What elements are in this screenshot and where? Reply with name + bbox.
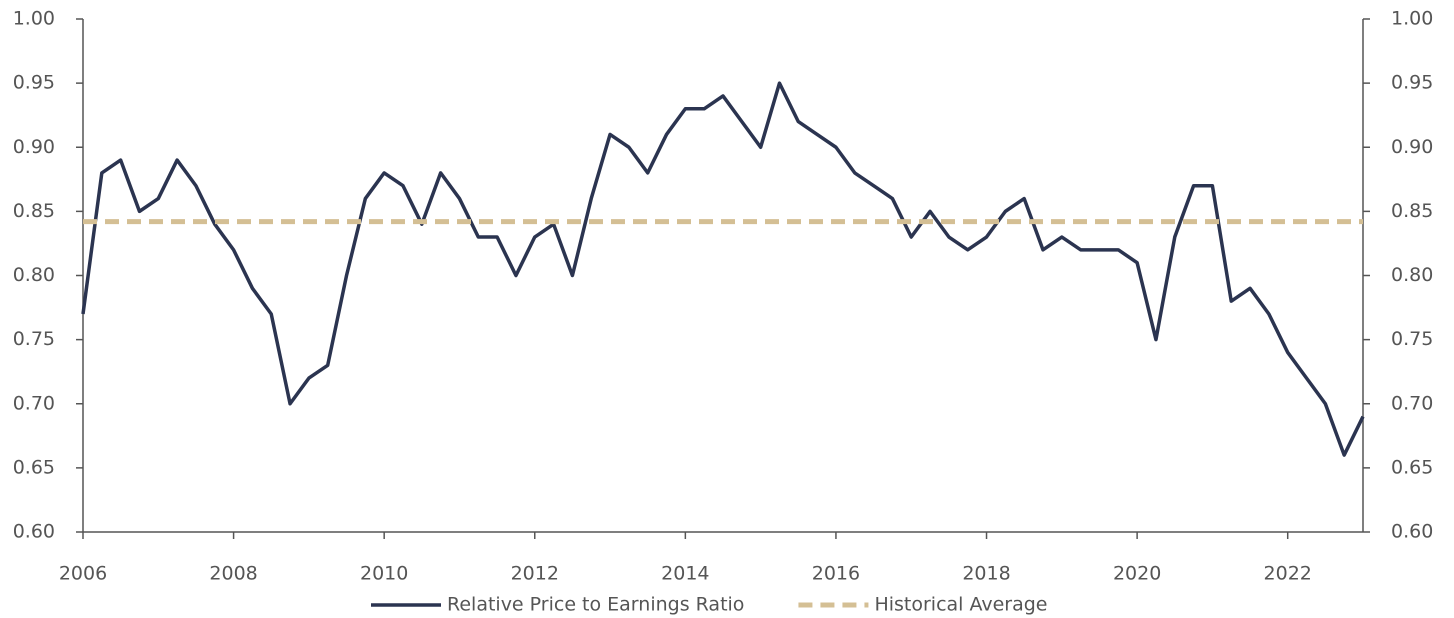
y2-tick-label: 0.75 [1391,328,1433,350]
legend-label: Historical Average [874,594,1047,616]
series-line [81,81,1365,457]
x-tick-label: 2014 [661,563,709,585]
x-tick-label: 2006 [59,563,107,585]
y2-tick-label: 0.95 [1391,72,1433,94]
x-tick-label: 2008 [209,563,257,585]
y-tick-label: 0.90 [13,136,55,158]
y-tick-label: 0.70 [13,392,55,414]
y2-tick-label: 0.85 [1391,200,1433,222]
y-tick-label: 0.95 [13,72,55,94]
y-tick-label: 0.60 [13,521,55,543]
x-tick-label: 2010 [360,563,408,585]
y2-tick-label: 0.65 [1391,456,1433,478]
x-tick-label: 2012 [511,563,559,585]
legend-label: Relative Price to Earnings Ratio [447,594,744,616]
y2-tick-label: 0.60 [1391,521,1433,543]
y-tick-label: 0.85 [13,200,55,222]
y-tick-label: 0.80 [13,264,55,286]
y2-tick-label: 0.80 [1391,264,1433,286]
y2-tick-label: 0.70 [1391,392,1433,414]
y-tick-label: 0.65 [13,456,55,478]
y-tick-label: 1.00 [13,8,55,30]
y-tick-label: 0.75 [13,328,55,350]
x-tick-label: 2016 [812,563,860,585]
y2-tick-label: 0.90 [1391,136,1433,158]
x-tick-label: 2022 [1264,563,1312,585]
y2-tick-label: 1.00 [1391,8,1433,30]
x-tick-label: 2020 [1113,563,1161,585]
x-tick-label: 2018 [962,563,1010,585]
